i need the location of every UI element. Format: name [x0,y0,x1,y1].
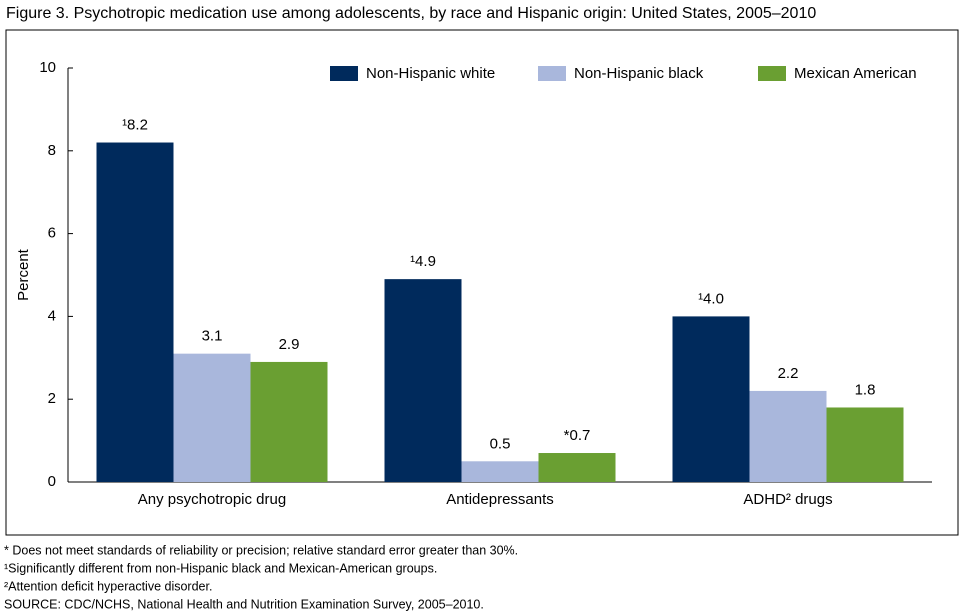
bar [384,279,462,482]
bar [461,461,539,482]
x-tick-label: Any psychotropic drug [138,491,286,508]
y-tick-label: 0 [48,473,56,490]
footnote: * Does not meet standards of reliability… [4,543,518,557]
value-label: ¹4.0 [698,290,724,307]
legend-label: Mexican American [794,65,917,82]
y-tick-label: 4 [48,307,56,324]
chart-title: Figure 3. Psychotropic medication use am… [6,5,816,22]
x-tick-label: Antidepressants [446,491,554,508]
footnote: SOURCE: CDC/NCHS, National Health and Nu… [4,597,484,611]
bar [173,353,251,482]
legend-swatch [758,66,786,81]
y-tick-label: 2 [48,390,56,407]
bar [250,361,328,482]
bar [672,316,750,482]
footnote: ¹Significantly different from non-Hispan… [4,561,437,575]
value-label: 1.8 [855,381,876,398]
value-label: *0.7 [564,427,591,444]
legend-label: Non-Hispanic black [574,65,704,82]
legend-swatch [538,66,566,81]
value-label: ¹8.2 [122,116,148,133]
footnote: ²Attention deficit hyperactive disorder. [4,579,212,593]
value-label: ¹4.9 [410,253,436,270]
x-tick-label: ADHD² drugs [743,491,832,508]
bar [538,453,616,482]
value-label: 2.2 [778,365,799,382]
bar [96,142,174,482]
bar [749,390,827,482]
bar [826,407,904,482]
value-label: 3.1 [202,328,223,345]
y-tick-label: 6 [48,225,56,242]
legend-label: Non-Hispanic white [366,65,495,82]
legend-swatch [330,66,358,81]
chart-frame [5,29,959,536]
value-label: 2.9 [279,336,300,353]
y-axis-label: Percent [15,248,32,301]
y-tick-label: 10 [39,59,56,76]
y-tick-label: 8 [48,142,56,159]
value-label: 0.5 [490,435,511,452]
